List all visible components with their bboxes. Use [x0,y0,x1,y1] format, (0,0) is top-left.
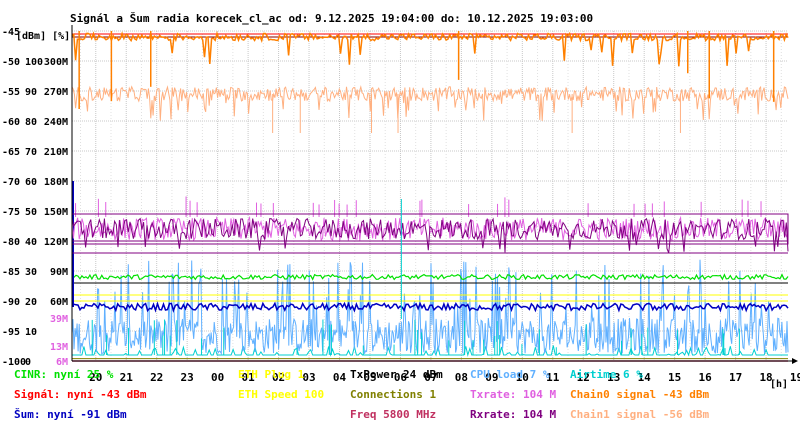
x-tick-label: 01 [241,371,255,384]
series-line-chain0-signal [71,31,789,67]
y-tick-label-rate: 180M [44,177,68,188]
x-tick-label: 09 [485,371,498,384]
x-tick-label: 13 [607,371,620,384]
y-tick-label-rate: 210M [44,147,68,158]
series-line-cpu-load [71,259,789,356]
x-tick-label: 23 [181,371,194,384]
y-tick-label-dbm: -50 [2,57,20,68]
x-tick-label: 07 [424,371,437,384]
series-line-sum [71,301,789,313]
y-tick-label-rate: 6M [56,357,68,368]
y-tick-label-percent: 90 [25,87,37,98]
legend-item: Chain0 signal -43 dBm [570,388,710,401]
x-tick-label: 19 [790,371,800,384]
y-tick-label-dbm: -95 [2,327,20,338]
x-tick-label: 02 [272,371,285,384]
x-tick-label: 17 [729,371,742,384]
series-line-airtime [72,345,788,357]
y-tick-label-rate-extra: 39M [50,314,68,325]
legend-item: Txrate: 104 M [470,388,557,401]
axes: -45-50 100 300M-55 90 270M-60 80 240M-65 70 210M… [2,25,800,384]
x-tick-label: 08 [455,371,468,384]
legend-item: Šum: nyní -91 dBm [14,408,127,421]
y-tick-label-percent: 10 [25,327,37,338]
y-tick-label-percent: 0 [25,357,31,368]
y-tick-label-dbm: -80 [2,237,20,248]
legend-item: Rxrate: 104 M [470,408,557,421]
y-tick-label-dbm: -100 [2,357,26,368]
y-tick-label-percent: 20 [25,297,37,308]
legend-item: CINR: nyní 25 % [14,368,114,381]
y-tick-label-dbm: -65 [2,147,20,158]
x-tick-label: 21 [120,371,134,384]
x-axis-arrow [792,358,798,364]
x-tick-label: 04 [333,371,347,384]
legend-item: Airtime 6 % [570,368,643,381]
y-tick-label-percent: 100 [25,57,43,68]
y-tick-label-dbm: -60 [2,117,20,128]
x-axis-unit: [h] [770,379,788,390]
x-tick-label: 15 [668,371,681,384]
y-tick-label-rate: 240M [44,117,68,128]
x-tick-label: 20 [89,371,102,384]
y-tick-label-percent: 30 [25,267,37,278]
y-tick-label-dbm: -75 [2,207,20,218]
y-tick-label-percent: 60 [25,177,37,188]
x-tick-label: 12 [577,371,590,384]
legend-item: ETH Speed 100 [238,388,325,401]
y-tick-label-rate: 90M [50,267,68,278]
y-tick-label-percent: 50 [25,207,37,218]
x-tick-label: 16 [699,371,713,384]
y-tick-label-rate: 150M [44,207,68,218]
x-tick-label: 18 [759,371,772,384]
y-tick-label-rate: 120M [44,237,68,248]
legend-item: TxPower 24 dBm [350,368,443,381]
x-tick-label: 14 [638,371,652,384]
y-tick-label-percent: 70 [25,147,37,158]
series-line-chain1-signal [71,85,789,122]
x-tick-label: 05 [363,371,376,384]
x-tick-label: 10 [516,371,529,384]
series-line-cinr [71,273,789,281]
legend-item: Freq 5800 MHz [350,408,437,421]
y-tick-label-rate: 60M [50,297,68,308]
y-axis-unit-header: [dBm] [%] [16,31,70,42]
y-tick-label-percent: 80 [25,117,37,128]
y-tick-label-rate: 300M [44,57,68,68]
legend-item: Signál: nyní -43 dBm [14,388,147,401]
y-tick-label-dbm: -85 [2,267,20,278]
x-tick-label: 06 [394,371,408,384]
y-tick-label-percent: 40 [25,237,37,248]
y-tick-label-rate-extra: 13M [50,342,68,353]
y-tick-label-dbm: -90 [2,297,20,308]
y-tick-label-dbm: -55 [2,87,20,98]
x-tick-label: 00 [211,371,224,384]
y-tick-label-dbm: -45 [2,27,20,38]
x-tick-label: 22 [150,371,163,384]
series-group [71,31,789,362]
legend-item: Chain1 signal -56 dBm [570,408,710,421]
x-tick-label: 11 [546,371,560,384]
chart-title: Signál a Šum radia korecek_cl_ac od: 9.1… [70,12,593,25]
y-tick-label-rate: 270M [44,87,68,98]
legend-item: Connections 1 [350,388,437,401]
y-tick-label-dbm: -70 [2,177,20,188]
legend-item: ETH Plug 1 [238,368,305,381]
x-tick-label: 03 [302,371,315,384]
legend-item: CPU load 7 % [470,368,550,381]
